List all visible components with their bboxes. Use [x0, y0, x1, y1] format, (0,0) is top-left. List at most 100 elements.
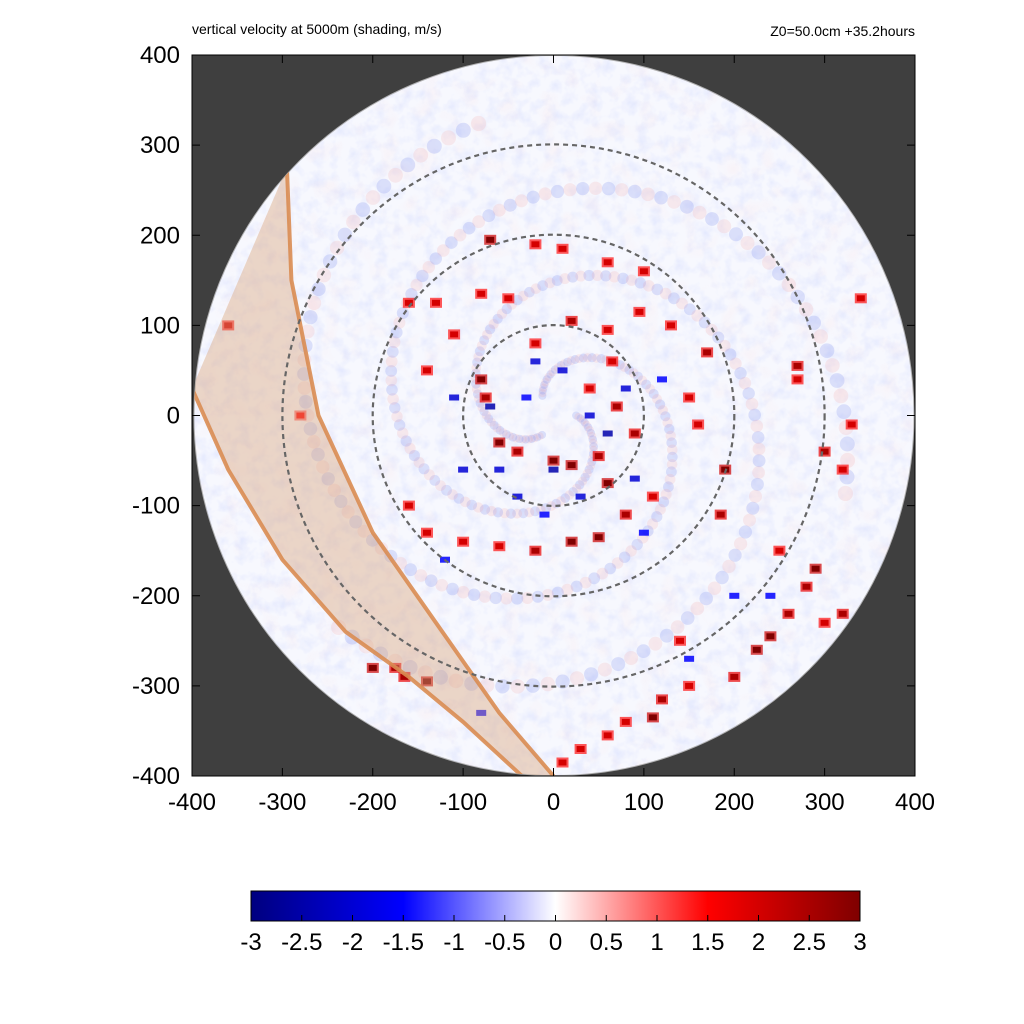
spiral-shade-blob: [566, 356, 576, 366]
x-tick-label: -300: [258, 789, 306, 816]
spiral-shade-blob: [496, 308, 508, 319]
colorbar-tick-label: 3: [853, 929, 866, 956]
spiral-shade-blob: [658, 496, 670, 508]
updraft-cell-core: [648, 714, 657, 721]
updraft-cell-core: [400, 673, 409, 680]
updraft-cell-core: [477, 290, 486, 297]
spiral-shade-blob: [584, 465, 594, 475]
updraft-cell: [610, 401, 623, 412]
spiral-shade-blob: [580, 418, 589, 427]
spiral-shade-blob: [572, 411, 581, 420]
spiral-shade-blob: [617, 272, 629, 284]
downdraft-cell-core: [584, 412, 595, 419]
spiral-shade-blob: [580, 472, 590, 482]
updraft-cell-core: [576, 746, 585, 752]
spiral-shade-blob: [492, 423, 502, 433]
spiral-shade-blob: [388, 167, 403, 183]
spiral-shade-blob: [400, 157, 416, 173]
spiral-shade-blob: [667, 451, 678, 463]
spiral-shade-blob: [517, 290, 529, 302]
shaded-band-outer-edge: [284, 167, 556, 776]
spiral-shade-blob: [717, 219, 732, 234]
spiral-shade-blob: [424, 574, 438, 587]
updraft-cell-core: [549, 457, 558, 464]
colorbar-tick-label: 1.5: [691, 929, 724, 956]
updraft-cell: [646, 712, 659, 723]
spiral-shade-blob: [559, 359, 569, 368]
spiral-shade-blob: [441, 130, 456, 146]
updraft-cell: [529, 338, 542, 349]
downdraft-cell-core: [765, 592, 776, 599]
x-tick-label: 100: [624, 789, 664, 816]
spiral-shade-blob: [426, 138, 442, 154]
spiral-shade-blob: [680, 611, 695, 625]
spiral-shade-blob: [492, 203, 506, 217]
updraft-cell: [674, 635, 686, 646]
spiral-shade-blob: [550, 184, 565, 199]
colorbar-tick-label: -3: [240, 929, 261, 956]
updraft-cell-core: [423, 529, 431, 536]
spiral-shade-blob: [544, 372, 553, 382]
spiral-shade-blob: [441, 484, 452, 496]
spiral-shade-blob: [537, 280, 549, 291]
spiral-shade-blob: [518, 435, 527, 444]
spiral-shade-blob: [472, 215, 486, 229]
spiral-shade-blob: [535, 432, 544, 441]
updraft-cell-core: [676, 637, 684, 644]
updraft-cell-core: [531, 340, 540, 347]
spiral-shade-blob: [601, 181, 616, 196]
updraft-cell-core: [531, 241, 540, 248]
spiral-shade-blob: [503, 198, 517, 212]
updraft-cell: [475, 288, 488, 299]
spiral-shade-blob: [538, 389, 547, 398]
updraft-cell: [547, 455, 560, 466]
spiral-shade-blob: [584, 667, 599, 682]
spiral-shade-blob: [559, 273, 571, 285]
downdraft-cell-core: [729, 592, 740, 599]
spiral-shade-blob: [446, 582, 459, 596]
spiral-shade-blob: [502, 430, 511, 439]
updraft-cell-core: [856, 295, 865, 302]
spiral-shade-blob: [625, 274, 638, 286]
downdraft-cell-core: [638, 529, 649, 536]
spiral-shade-blob: [587, 431, 597, 441]
spiral-shade-blob: [526, 190, 540, 204]
spiral-shade-blob: [749, 489, 762, 503]
spiral-shade-blob: [445, 236, 458, 249]
spiral-shade-blob: [486, 505, 497, 517]
downdraft-cell: [729, 592, 740, 599]
spiral-shade-blob: [542, 375, 551, 384]
spiral-shade-blob: [538, 391, 547, 400]
spiral-shade-blob: [471, 384, 482, 394]
spiral-shade-blob: [643, 280, 655, 292]
updraft-cell: [556, 757, 569, 768]
downdraft-cell-core: [521, 394, 532, 401]
spiral-shade-blob: [473, 502, 484, 513]
spiral-shade-blob: [418, 463, 430, 475]
spiral-shade-blob: [551, 275, 563, 286]
updraft-cell-core: [567, 462, 576, 469]
spiral-shade-blob: [591, 269, 603, 281]
updraft-cell: [633, 306, 646, 317]
spiral-shade-blob: [538, 430, 547, 439]
spiral-shade-blob: [429, 252, 442, 265]
spiral-shade-blob: [570, 355, 580, 364]
spiral-shade-blob: [740, 236, 755, 250]
spiral-shade-blob: [574, 412, 583, 421]
spiral-shade-blob: [647, 518, 659, 530]
spiral-shade-blob: [510, 592, 524, 605]
spiral-shade-blob: [457, 585, 470, 599]
spiral-shade-blob: [618, 551, 631, 563]
updraft-cell: [565, 460, 578, 471]
spiral-shade-blob: [611, 557, 624, 569]
downdraft-cell: [485, 403, 496, 410]
updraft-cell: [665, 320, 677, 331]
updraft-cell-core: [694, 421, 703, 428]
convective-cells: [222, 234, 867, 768]
spiral-shade-blob: [298, 394, 313, 409]
spiral-shade-blob: [437, 244, 450, 257]
spiral-shade-blob: [578, 476, 588, 486]
updraft-cell: [421, 365, 433, 376]
spiral-shade-blob: [413, 456, 425, 468]
spiral-shade-blob: [563, 183, 577, 197]
